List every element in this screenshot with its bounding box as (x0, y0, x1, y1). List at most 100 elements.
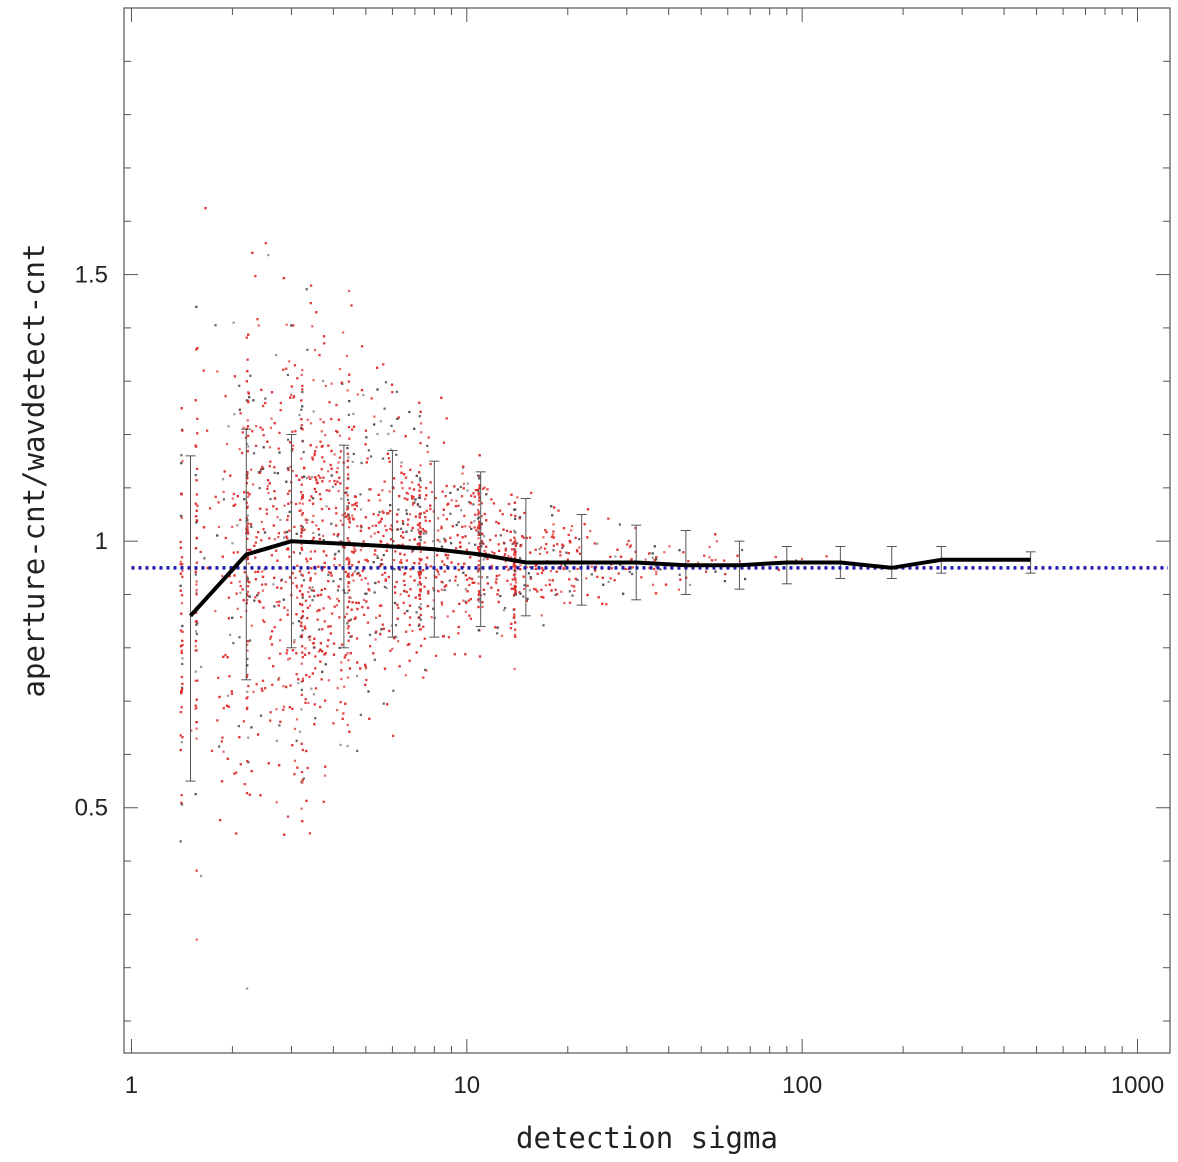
scatter-point (355, 637, 359, 640)
scatter-point (513, 608, 516, 611)
scatter-point (419, 607, 422, 610)
scatter-point (259, 601, 262, 604)
scatter-point (664, 583, 668, 586)
scatter-point (346, 575, 349, 578)
scatter-point (216, 370, 219, 373)
scatter-point (329, 597, 332, 600)
scatter-point (275, 739, 278, 742)
scatter-point (372, 561, 375, 564)
scatter-point (295, 474, 298, 477)
scatter-point (404, 674, 407, 677)
scatter-point (354, 616, 357, 619)
scatter-point (343, 512, 346, 515)
scatter-point (445, 518, 448, 521)
scatter-point (518, 516, 522, 519)
x-tick-label: 1000 (1111, 1072, 1164, 1099)
scatter-point (377, 513, 380, 517)
scatter-point (214, 495, 217, 498)
scatter-point (436, 554, 439, 557)
scatter-point (341, 523, 344, 526)
scatter-point (233, 375, 236, 378)
scatter-point (246, 358, 249, 361)
scatter-point (325, 554, 328, 557)
scatter-point (245, 336, 248, 339)
scatter-point (236, 524, 239, 527)
scatter-point (570, 529, 573, 532)
scatter-point (529, 576, 532, 579)
scatter-point (359, 667, 362, 670)
scatter-point (300, 693, 303, 697)
scatter-point (313, 454, 316, 457)
scatter-point (401, 566, 404, 569)
scatter-point (456, 584, 459, 587)
scatter-point (474, 513, 477, 516)
scatter-point (478, 484, 481, 487)
scatter-point (257, 733, 260, 736)
scatter-point (355, 501, 358, 504)
scatter-point (432, 607, 435, 610)
scatter-point (317, 528, 320, 531)
scatter-point (384, 578, 387, 581)
scatter-point (322, 607, 325, 610)
scatter-point (393, 568, 396, 571)
scatter-point (287, 502, 290, 505)
scatter-point (404, 435, 407, 438)
scatter-point (441, 560, 444, 563)
scatter-point (260, 520, 263, 523)
scatter-point (607, 580, 610, 583)
scatter-point (485, 493, 488, 496)
scatter-point (298, 589, 302, 593)
scatter-point (300, 528, 303, 531)
scatter-point (418, 576, 422, 580)
scatter-point (230, 692, 234, 695)
scatter-point (505, 565, 508, 568)
scatter-point (495, 582, 498, 585)
scatter-point (278, 431, 281, 434)
scatter-point (347, 501, 350, 505)
scatter-point (301, 428, 304, 431)
scatter-point (265, 508, 268, 511)
scatter-point (393, 585, 397, 589)
x-axis-title: detection sigma (516, 1121, 778, 1155)
scatter-point (332, 653, 336, 656)
scatter-point (568, 601, 572, 604)
scatter-point (407, 518, 410, 521)
scatter-point (507, 502, 511, 506)
scatter-point (311, 586, 314, 589)
scatter-point (346, 676, 349, 679)
scatter-point (196, 520, 199, 523)
scatter-point (710, 559, 714, 562)
plot-frame (123, 7, 1171, 1054)
scatter-point (601, 602, 604, 605)
scatter-point (264, 583, 267, 586)
scatter-point (231, 616, 234, 619)
scatter-point (243, 491, 246, 494)
scatter-point (286, 518, 289, 521)
scatter-point (369, 488, 372, 491)
scatter-point (356, 749, 359, 752)
scatter-point (313, 703, 316, 706)
scatter-point (349, 635, 352, 638)
scatter-point (262, 606, 265, 609)
scatter-point (261, 589, 264, 592)
scatter-point (316, 482, 319, 485)
scatter-point (419, 486, 422, 489)
scatter-point (478, 559, 481, 562)
scatter-point (513, 501, 516, 504)
scatter-point (333, 453, 336, 456)
scatter-point (519, 545, 522, 548)
scatter-point (432, 599, 435, 602)
scatter-point (605, 603, 608, 606)
scatter-point (180, 706, 183, 709)
scatter-point (301, 656, 304, 659)
scatter-point (195, 521, 198, 524)
scatter-point (246, 577, 249, 580)
scatter-point (180, 688, 184, 691)
scatter-point (393, 477, 396, 480)
scatter-point (509, 583, 512, 586)
scatter-point (741, 548, 744, 552)
scatter-point (268, 446, 271, 449)
scatter-point (300, 531, 303, 534)
scatter-point (374, 631, 377, 634)
scatter-point (418, 524, 421, 527)
